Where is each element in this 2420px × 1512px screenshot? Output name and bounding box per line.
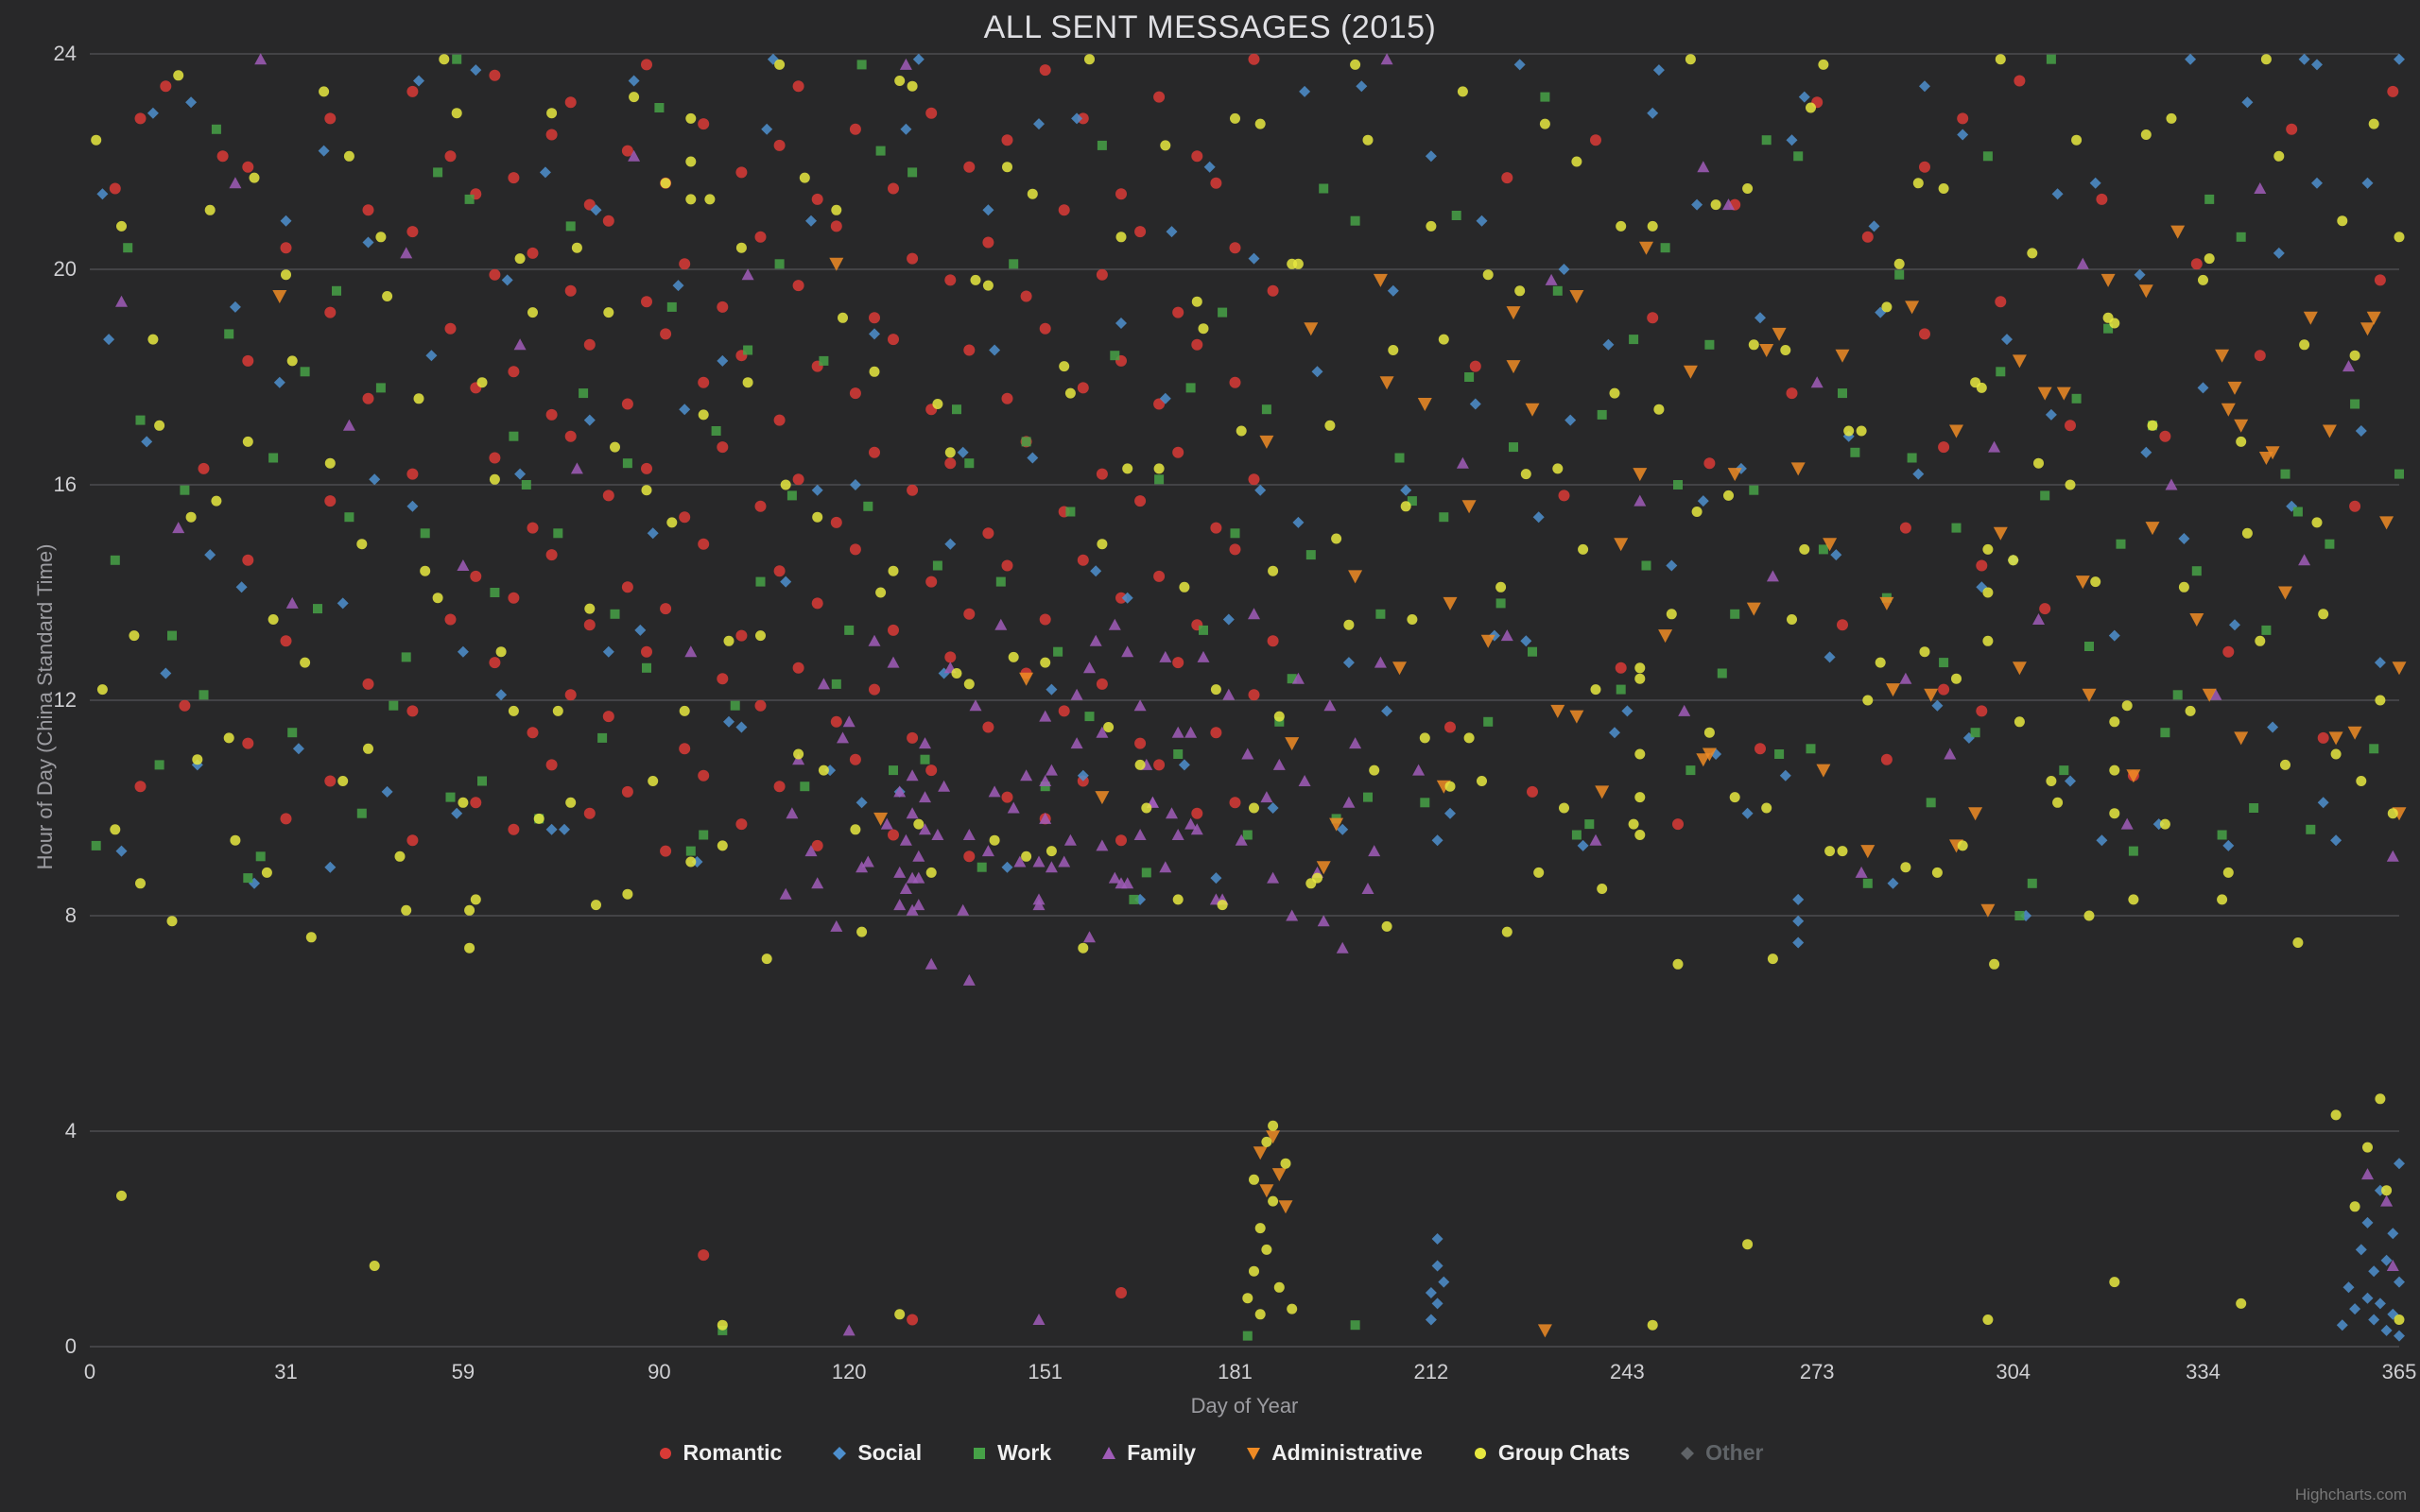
x-axis-label: 151 [1028,1360,1063,1383]
series-social[interactable] [96,53,2405,1342]
x-axis-label: 59 [451,1360,475,1383]
other-marker-icon [1681,1446,1695,1460]
x-axis-label: 334 [2186,1360,2221,1383]
legend-item-family[interactable]: Family [1100,1440,1196,1466]
y-axis-label: 24 [53,42,77,65]
social-marker-icon [833,1446,847,1460]
legend-item-administrative[interactable]: Administrative [1245,1440,1423,1466]
y-axis-label: 12 [53,688,77,712]
administrative-marker-icon [1247,1447,1261,1460]
y-axis-label: 20 [53,257,77,281]
legend-label: Other [1705,1440,1764,1465]
romantic-marker-icon [659,1447,671,1459]
x-axis-label: 0 [83,1360,96,1383]
series-family[interactable] [115,53,2399,1336]
x-axis-label: 120 [831,1360,867,1383]
x-axis-label: 212 [1413,1360,1449,1383]
series-administrative[interactable] [272,225,2407,1338]
x-axis-label: 243 [1610,1360,1645,1383]
x-axis-label: 181 [1218,1360,1253,1383]
legend-label: Administrative [1271,1440,1423,1465]
series-work[interactable] [91,54,2404,1341]
y-axis-label: 16 [53,472,77,496]
chart-title: ALL SENT MESSAGES (2015) [983,9,1437,45]
x-axis-title: Day of Year [1190,1394,1299,1418]
legend-label: Work [997,1440,1052,1465]
work-marker-icon [974,1447,986,1459]
series-romantic[interactable] [109,53,2399,1326]
series-group-chats[interactable] [91,54,2405,1331]
legend: Romantic Social Work Family Administrative Gr… [0,1440,2420,1466]
legend-label: Social [857,1440,923,1465]
legend-label: Romantic [683,1440,783,1465]
x-axis-label: 365 [2381,1360,2417,1383]
legend-item-social[interactable]: Social [831,1440,922,1466]
x-axis-label: 273 [1799,1360,1835,1383]
group-chats-marker-icon [1474,1447,1486,1459]
y-axis-label: 4 [64,1119,77,1143]
legend-item-group-chats[interactable]: Group Chats [1472,1440,1630,1466]
family-marker-icon [1102,1446,1116,1459]
legend-item-romantic[interactable]: Romantic [657,1440,783,1466]
legend-label: Family [1127,1440,1197,1465]
credits[interactable]: Highcharts.com [2294,1486,2407,1503]
x-axis-label: 90 [648,1360,671,1383]
y-axis-label: 8 [64,903,77,927]
legend-item-other[interactable]: Other [1679,1440,1763,1466]
x-axis-label: 31 [274,1360,298,1383]
legend-label: Group Chats [1497,1440,1631,1465]
y-axis-title: Hour of Day (China Standard Time) [33,543,57,870]
legend-item-work[interactable]: Work [971,1440,1051,1466]
y-axis-label: 0 [64,1334,77,1358]
x-axis-label: 304 [1996,1360,2031,1383]
